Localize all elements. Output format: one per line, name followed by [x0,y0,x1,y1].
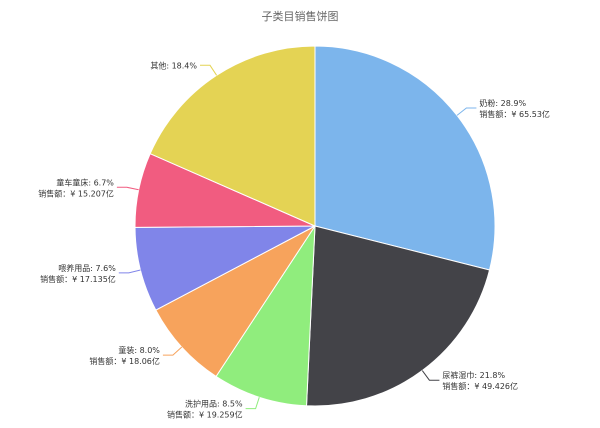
label-connector-4 [162,346,183,356]
slice-value-label-4: 销售额：¥ 18.06亿 [89,356,160,366]
label-connector-5 [118,269,141,274]
pie-slice-2[interactable] [305,225,491,407]
slice-label-4: 童装: 8.0% [118,345,160,355]
slice-label-6: 童车童床: 6.7% [56,177,114,187]
slice-label-3: 洗护用品: 8.5% [185,399,243,409]
slice-label-1: 奶粉: 28.9% [479,98,526,108]
label-connector-2 [421,370,440,381]
label-connector-7 [200,64,218,76]
slice-value-label-1: 销售额：¥ 65.53亿 [479,109,550,119]
slice-value-label-5: 销售额：¥ 17.135亿 [40,274,116,284]
chart-title: 子类目销售饼图 [261,10,339,23]
slice-value-label-3: 销售额：¥ 19.259亿 [167,410,243,420]
slice-label-2: 尿裤湿巾: 21.8% [442,370,505,380]
slice-label-7: 其他: 18.4% [150,60,197,70]
label-connector-3 [245,397,260,410]
pie-slice-3[interactable] [215,224,316,407]
slice-value-label-6: 销售额：¥ 15.207亿 [38,188,114,198]
slice-label-5: 喂养用品: 7.6% [58,263,116,273]
label-connector-1 [456,107,477,116]
pie-slice-4[interactable] [155,225,316,378]
pie-slice-7[interactable] [149,45,316,227]
label-connector-6 [116,186,139,191]
slice-value-label-2: 销售额：¥ 49.426亿 [442,381,518,391]
